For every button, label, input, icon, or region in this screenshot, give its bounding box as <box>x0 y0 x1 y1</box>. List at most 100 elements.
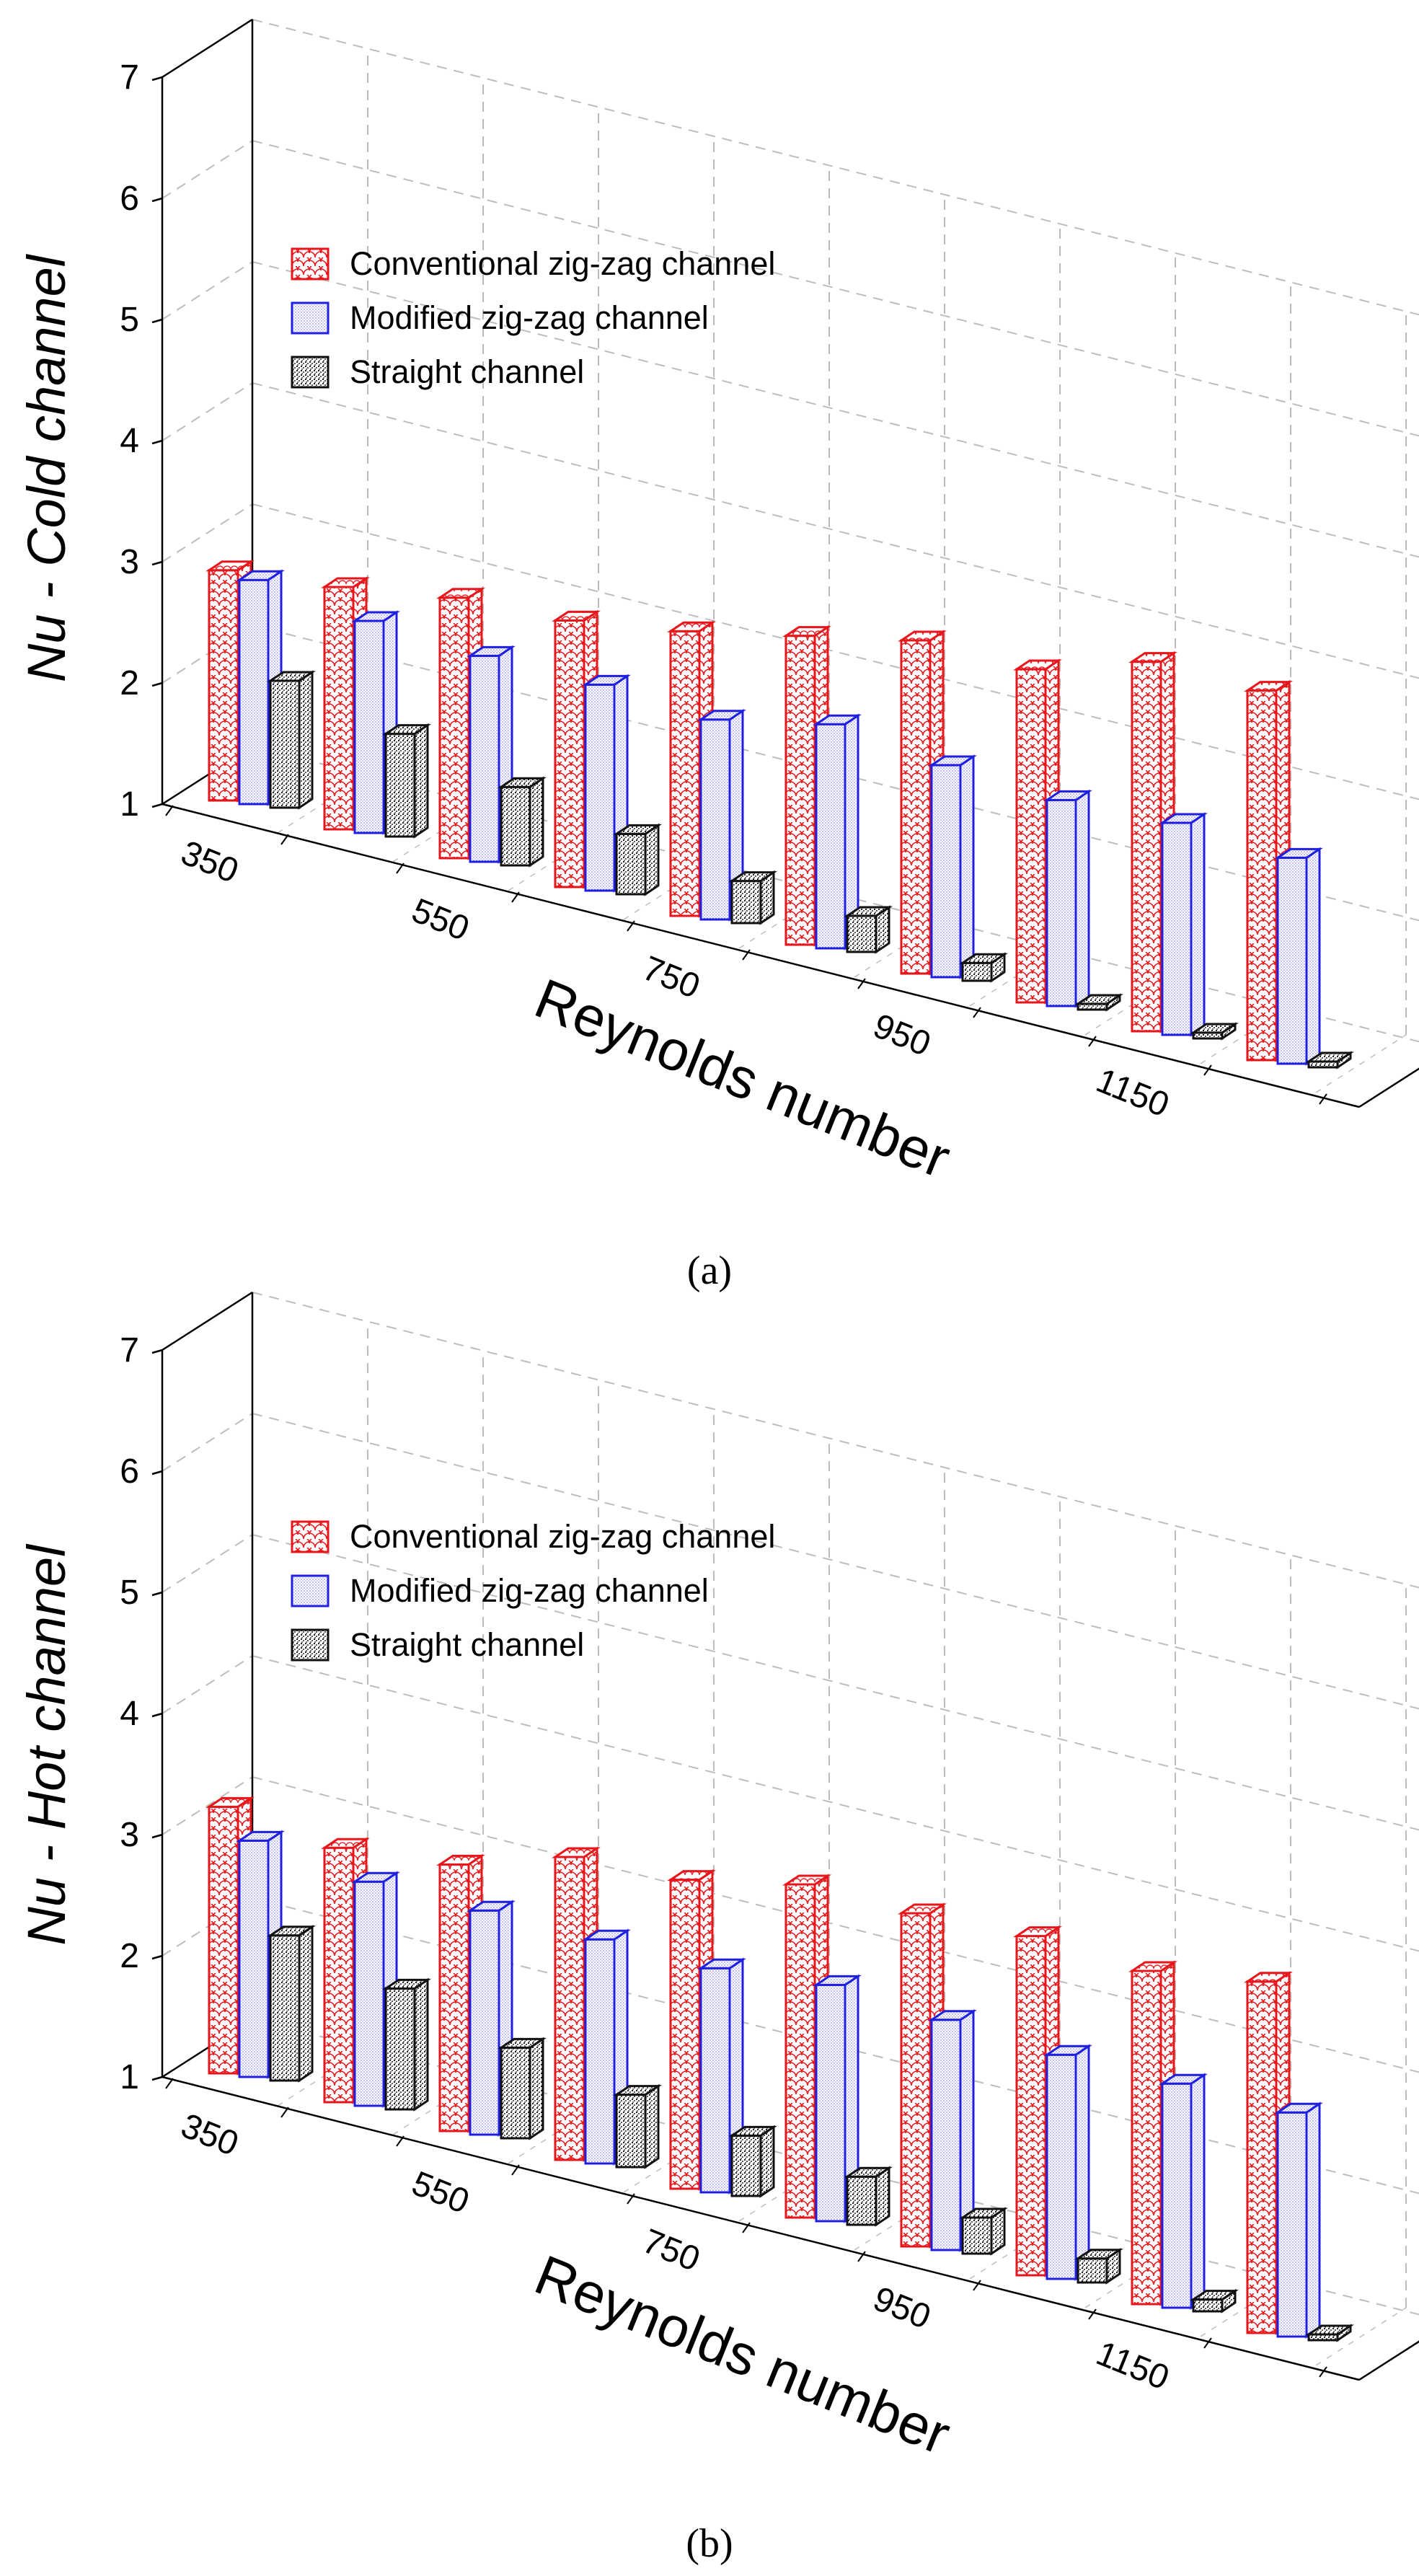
y-tick-label: 2 <box>120 1937 139 1975</box>
y-tick <box>151 560 163 566</box>
bar-front-face <box>846 914 878 953</box>
y-axis-title-b: Nu - Hot channel <box>17 1543 76 1946</box>
y-tick-label: 5 <box>120 301 139 339</box>
grid-line-depth <box>162 503 253 563</box>
y-tick <box>151 197 163 203</box>
x-axis-end-line <box>1358 2340 1419 2381</box>
y-tick-label: 6 <box>120 180 139 218</box>
x-tick-label: 1150 <box>1091 1062 1175 1125</box>
bar-top-face <box>1043 790 1092 801</box>
grid-line-floor <box>738 890 830 949</box>
x-tick <box>857 978 866 989</box>
grid-line-depth <box>162 1534 253 1593</box>
grid-line-depth <box>162 1776 253 1835</box>
bar-straight <box>382 1977 431 2112</box>
bar-front-face <box>900 1912 932 2248</box>
x-tick-label: 750 <box>637 2222 705 2279</box>
x-tick-label: 950 <box>868 1007 936 1064</box>
legend-b: Conventional zig-zag channel Modified zi… <box>291 1518 775 1663</box>
bar-top-face <box>351 611 400 622</box>
bar-top-face <box>382 1978 431 1990</box>
bar-front-face <box>815 723 846 950</box>
grid-line-floor <box>623 2134 715 2193</box>
bar-top-face <box>1244 681 1293 692</box>
grid-line-floor <box>969 948 1061 1007</box>
bar-front-face <box>930 2019 962 2251</box>
bar-front-face <box>930 764 962 979</box>
x-tick <box>1203 2337 1212 2349</box>
bar-top-face <box>267 1926 316 1937</box>
bar-front-face <box>730 2134 762 2197</box>
x-tick <box>857 2251 866 2262</box>
bar-front-face <box>730 880 762 925</box>
bar-side-face <box>1190 812 1206 1037</box>
bar-straight <box>844 2166 893 2227</box>
y-tick-label: 7 <box>120 58 139 97</box>
x-tick <box>1319 2366 1327 2378</box>
bar-top-face <box>1013 659 1062 671</box>
y-tick-label: 3 <box>120 1816 139 1854</box>
chart-panel-a: 1 2 3 4 5 6 7 350 550 750 950 1150 Conventional zig… <box>17 18 1419 1293</box>
bar-top-face <box>321 1838 370 1849</box>
bar-front-face <box>384 733 416 838</box>
bar-modified <box>351 610 400 835</box>
bar-side-face <box>1074 789 1090 1008</box>
bar-side-face <box>1305 847 1321 1066</box>
bar-straight <box>613 2083 662 2169</box>
bar-top-face <box>959 2207 1008 2219</box>
bar-top-face <box>1305 1051 1354 1063</box>
x-tick <box>1203 1064 1212 1076</box>
grid-line-depth <box>162 382 253 441</box>
y-tick <box>151 1833 163 1839</box>
y-axis-title-a: Nu - Cold channel <box>17 253 76 682</box>
bar-front-face <box>784 635 816 946</box>
y-tick <box>151 1349 163 1354</box>
bar-top-face <box>844 906 893 917</box>
y-tick-label: 2 <box>120 664 139 702</box>
bar-top-face <box>898 630 947 642</box>
bar-top-face <box>1274 2102 1323 2114</box>
y-tick-label: 4 <box>120 422 139 460</box>
bar-top-face <box>928 755 977 767</box>
grid-line-floor <box>1084 976 1176 1036</box>
bar-straight <box>728 2125 777 2198</box>
bar-front-face <box>353 1880 385 2107</box>
y-tick <box>151 682 163 687</box>
bar-front-face <box>1276 856 1308 1065</box>
bar-top-face <box>728 2125 777 2137</box>
legend-a: Conventional zig-zag channel Modified zi… <box>291 245 775 390</box>
x-axis-end-line <box>1358 1067 1419 1108</box>
y-tick <box>151 803 163 808</box>
grid-line-horizontal <box>252 1655 1419 1952</box>
x-tick <box>973 1007 981 1018</box>
grid-line-floor <box>392 2076 484 2135</box>
grid-line-floor <box>392 803 484 863</box>
bar-front-face <box>1246 689 1278 1062</box>
bar-front-face <box>208 569 239 802</box>
bar-top-face <box>667 621 716 632</box>
bar-side-face <box>1074 2044 1090 2281</box>
x-axis-title-b: Reynolds number <box>526 2243 959 2467</box>
y-tick-label: 7 <box>120 1331 139 1369</box>
bar-straight <box>844 905 893 954</box>
x-axis-line <box>162 803 1360 1108</box>
bar-side-face <box>529 2037 544 2140</box>
bar-top-face <box>613 2085 662 2096</box>
bar-side-face <box>759 2125 775 2198</box>
bar-side-face <box>1305 2101 1321 2339</box>
y-tick-label: 6 <box>120 1452 139 1491</box>
bars-a <box>205 559 1354 1069</box>
bar-top-face <box>813 1975 862 1986</box>
bar-top-face <box>1190 1023 1239 1034</box>
bar-front-face <box>699 1967 731 2194</box>
bar-front-face <box>384 1987 416 2111</box>
bar-front-face <box>1192 2298 1224 2313</box>
grid-line-horizontal <box>252 140 1419 437</box>
bar-straight <box>1305 1051 1354 1069</box>
grid-line-floor <box>1315 2307 1407 2366</box>
grid-line-horizontal <box>252 1292 1419 1589</box>
y-tick-label: 1 <box>120 785 139 824</box>
grid-line-floor <box>969 2220 1061 2280</box>
grid-line-depth <box>162 1655 253 1714</box>
